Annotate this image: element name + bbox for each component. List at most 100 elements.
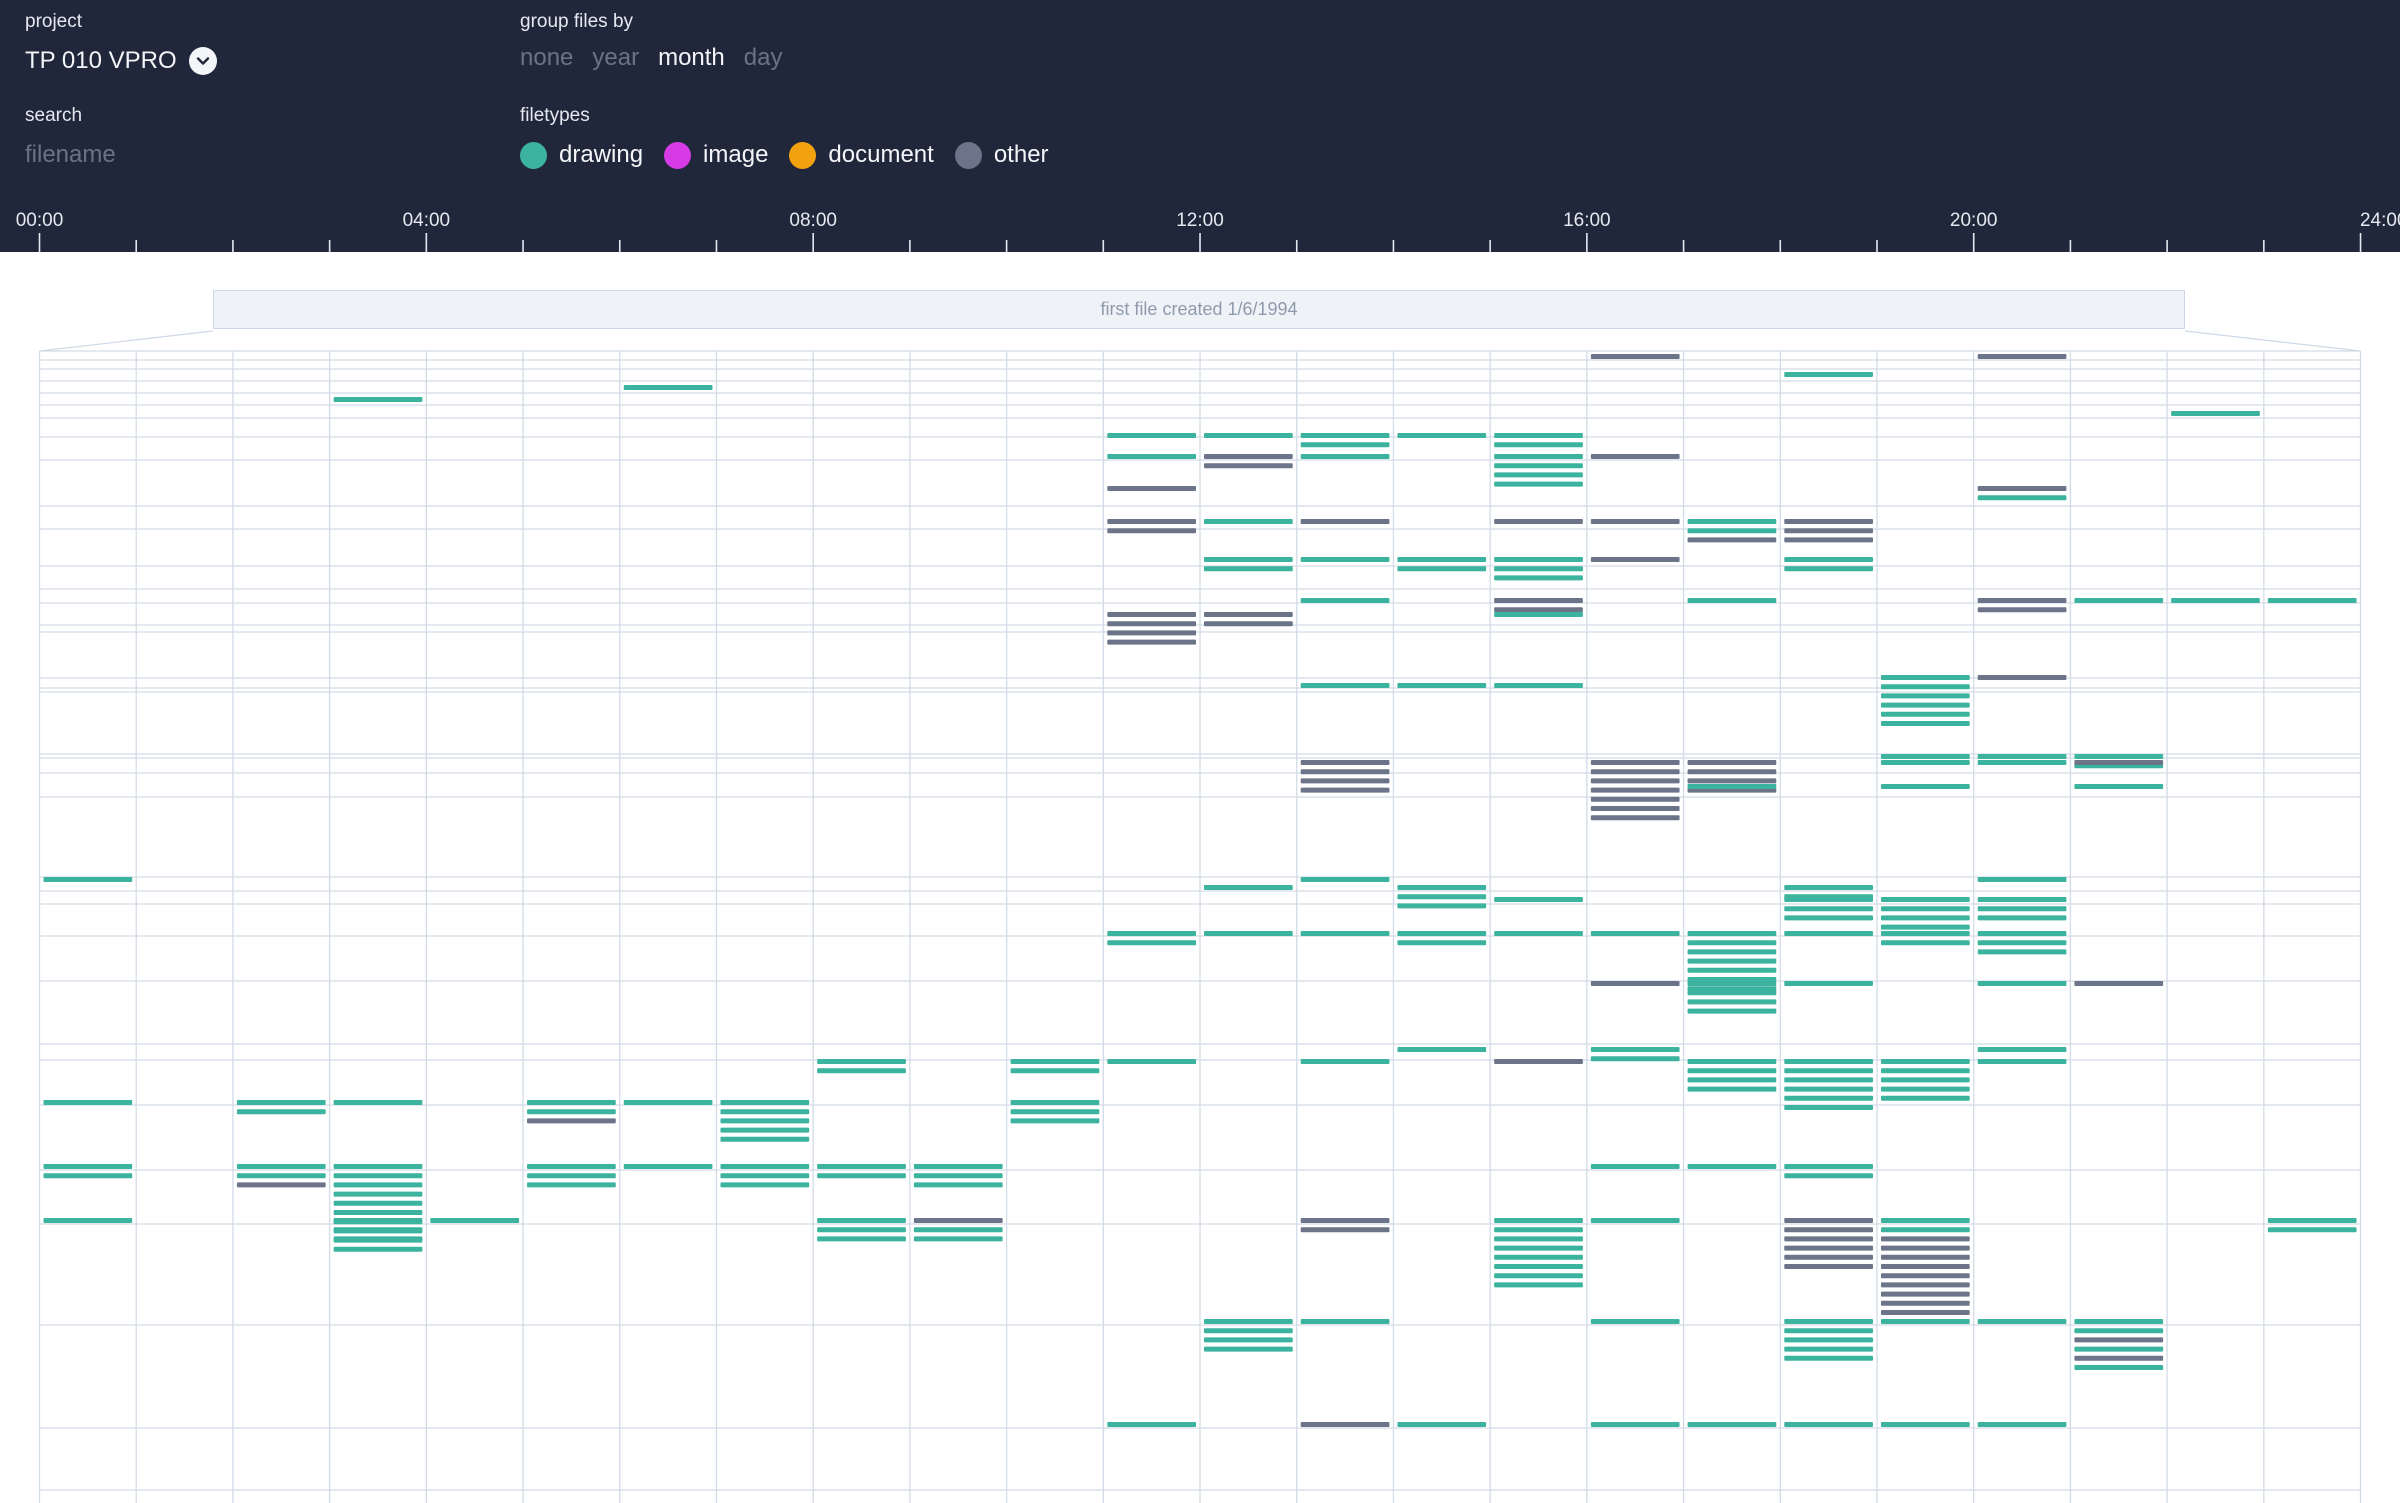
file-bar	[1977, 1422, 2067, 1427]
file-bar	[1107, 931, 1197, 936]
file-bar	[1784, 1077, 1873, 1083]
file-bar	[817, 1068, 906, 1074]
file-bar	[1784, 1245, 1873, 1251]
file-bar	[236, 1109, 326, 1115]
file-bar	[1880, 702, 1970, 708]
file-bar	[720, 1182, 810, 1188]
file-bar	[1300, 769, 1390, 775]
file-bar	[1204, 1328, 1293, 1334]
file-bar	[1977, 931, 2067, 936]
group-by-label: group files by	[520, 11, 634, 32]
file-bar	[623, 385, 713, 390]
file-bar	[1010, 1100, 1100, 1105]
file-bar	[720, 1118, 810, 1124]
file-bar	[1687, 528, 1777, 534]
file-bar	[1880, 1059, 1970, 1064]
file-bar	[1784, 566, 1873, 572]
group-option-day[interactable]: day	[743, 44, 783, 71]
file-bar	[1880, 1291, 1970, 1297]
file-bar	[1977, 598, 2067, 603]
file-bar	[1010, 1059, 1100, 1064]
file-bar	[236, 1182, 326, 1188]
project-select[interactable]: TP 010 VPRO	[25, 44, 217, 78]
file-bar	[1107, 630, 1197, 636]
file-bar	[913, 1227, 1003, 1233]
file-bar	[2171, 598, 2260, 603]
file-bar	[1687, 949, 1777, 955]
filetype-other-label: other	[993, 141, 1049, 168]
file-bar	[2074, 1365, 2164, 1370]
file-bar	[1784, 1218, 1873, 1223]
file-bar	[1590, 981, 1680, 986]
file-bar	[1687, 760, 1777, 765]
file-bar	[1494, 683, 1583, 688]
file-bar	[1300, 454, 1390, 459]
file-bar	[333, 1191, 423, 1197]
filetype-document[interactable]: document	[789, 141, 934, 169]
banner-connector	[39, 330, 214, 352]
file-bar	[1784, 897, 1873, 902]
file-bar	[1880, 693, 1970, 699]
file-bar	[1107, 528, 1197, 534]
filetype-image[interactable]: image	[664, 141, 768, 169]
file-bar	[1784, 915, 1873, 921]
filetype-other[interactable]: other	[954, 141, 1049, 169]
file-bar	[333, 1218, 423, 1223]
group-option-month[interactable]: month	[658, 44, 725, 71]
filetypes-label: filetypes	[520, 105, 590, 126]
time-axis: 00:00 04:00 08:00 12:00 16:00 20:00 24:00	[16, 210, 2400, 252]
file-bar	[1880, 1319, 1970, 1324]
file-bar	[1300, 1218, 1390, 1223]
file-bar	[1494, 472, 1583, 478]
file-bar	[1300, 1422, 1390, 1427]
file-bar	[1880, 940, 1970, 946]
file-bar	[913, 1164, 1003, 1169]
file-bar	[1494, 612, 1583, 617]
file-bar	[1204, 433, 1293, 438]
file-bar	[333, 1227, 423, 1233]
file-bar	[1784, 1328, 1873, 1334]
file-bar	[817, 1218, 906, 1223]
group-option-year[interactable]: year	[592, 44, 640, 71]
file-bar	[1494, 1227, 1583, 1233]
file-bar	[1687, 519, 1777, 524]
file-bar	[1977, 486, 2067, 491]
file-bar	[1590, 1056, 1680, 1062]
file-bar	[720, 1136, 810, 1142]
file-bar	[817, 1059, 906, 1064]
file-bar	[1397, 894, 1487, 900]
file-bar	[1784, 1164, 1873, 1169]
file-bar	[1880, 1422, 1970, 1427]
file-bar	[2074, 1328, 2164, 1334]
file-bar	[1590, 1319, 1680, 1324]
file-bar	[1880, 1068, 1970, 1074]
file-bar	[1784, 885, 1873, 890]
file-bar	[1590, 1164, 1680, 1169]
file-bar	[1880, 1264, 1970, 1269]
group-option-none[interactable]: none	[520, 44, 574, 71]
chevron-down-icon[interactable]	[188, 47, 217, 75]
file-bar	[1107, 1059, 1197, 1064]
file-bar	[1784, 1227, 1873, 1233]
file-bar	[1880, 924, 1970, 930]
file-bar	[1107, 940, 1197, 946]
file-bar	[1494, 1218, 1583, 1223]
file-bar	[1784, 906, 1873, 912]
file-bar	[1590, 806, 1680, 811]
file-bar	[1300, 557, 1390, 562]
file-bar	[2267, 598, 2357, 603]
file-bar	[333, 1182, 423, 1188]
file-bar	[1494, 598, 1583, 603]
search-input[interactable]	[25, 138, 445, 172]
file-bar	[1590, 354, 1680, 359]
file-bar	[1590, 557, 1680, 562]
file-bar	[1204, 519, 1293, 524]
file-bar	[1687, 977, 1777, 982]
file-bar	[1880, 1095, 1970, 1101]
file-bar	[1107, 519, 1197, 524]
filetype-drawing[interactable]: drawing	[520, 141, 643, 169]
file-bar	[1687, 537, 1777, 543]
file-bar	[1880, 1086, 1970, 1092]
file-bar	[1204, 612, 1293, 617]
filetype-filters: drawing image document other	[520, 138, 1070, 172]
